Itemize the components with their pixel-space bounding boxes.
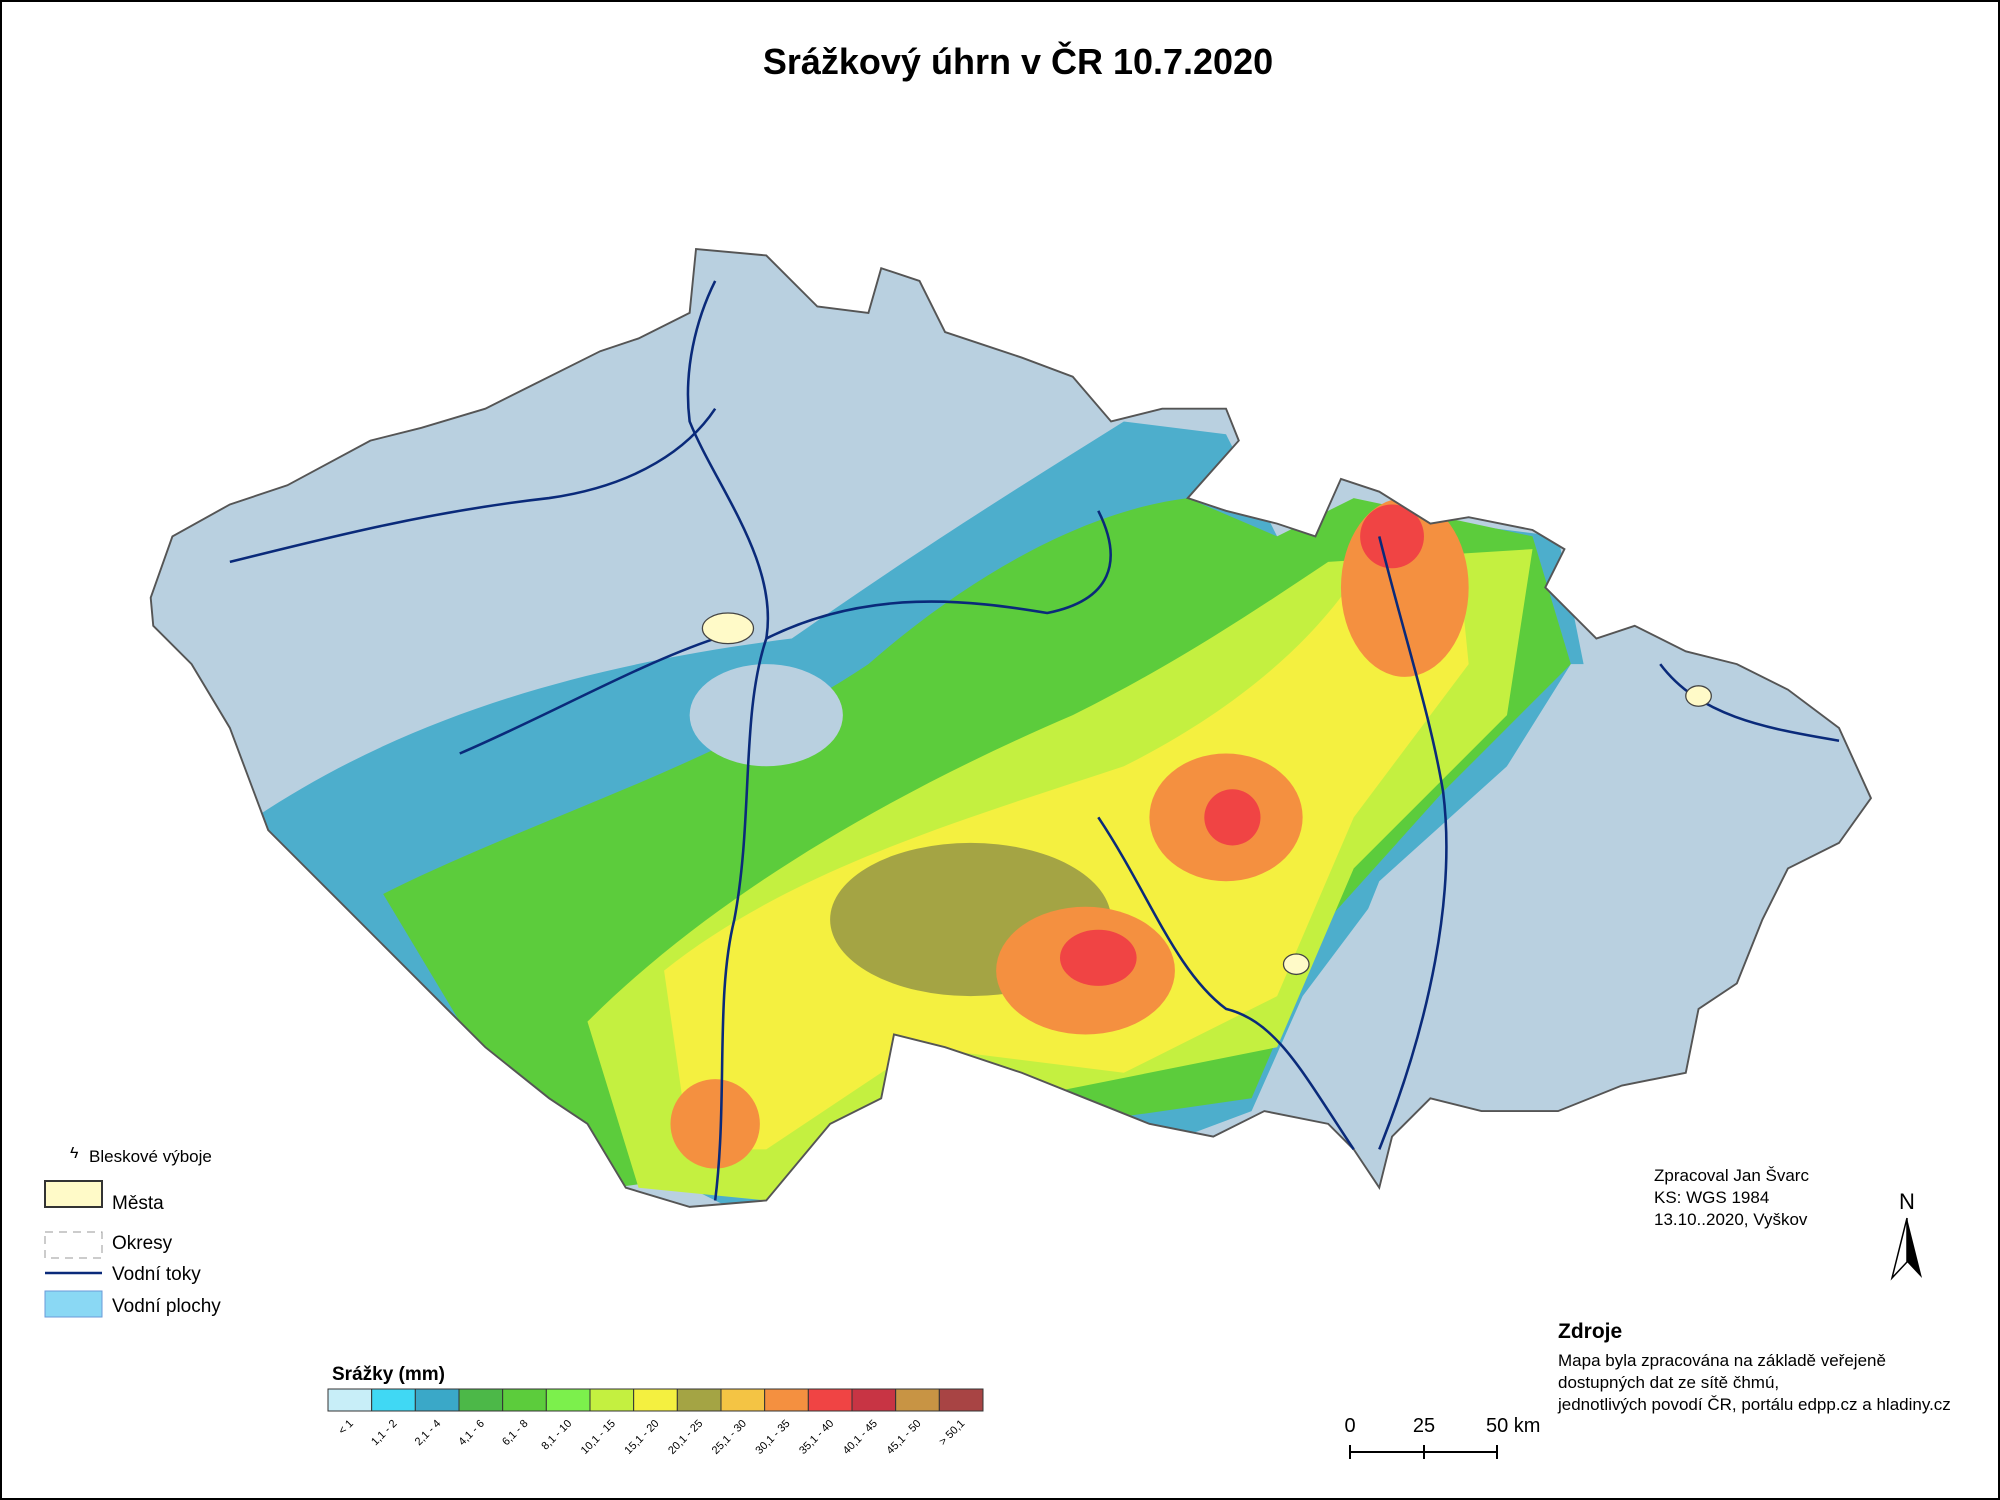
city-prague: [701, 612, 755, 645]
credit-line: 13.10..2020, Vyškov: [1654, 1210, 1808, 1229]
city-brno: [1282, 953, 1310, 976]
precip-swatch: [502, 1388, 547, 1412]
precip-swatch: [764, 1388, 809, 1412]
map-title: Srážkový úhrn v ČR 10.7.2020: [763, 40, 1273, 82]
precip-swatch: [895, 1388, 940, 1412]
rivers: [229, 280, 1840, 1201]
precip-swatch: [371, 1388, 416, 1412]
map-legend-label: Vodní toky: [112, 1264, 201, 1285]
map-legend-label: Města: [112, 1193, 164, 1214]
precip-swatch: [458, 1388, 504, 1412]
precip-swatch: [633, 1388, 678, 1412]
precip-swatch: [807, 1388, 853, 1412]
city-swatch: [44, 1180, 103, 1208]
sources-line: Mapa byla zpracována na základě veřejeně: [1558, 1351, 1886, 1370]
precip-swatch: [327, 1388, 373, 1412]
water-swatch: [44, 1290, 103, 1318]
scale-bar: [1349, 1445, 1498, 1459]
scale-label: 25: [1413, 1415, 1435, 1437]
map-legend-label: Okresy: [112, 1233, 173, 1254]
district-swatch: [44, 1231, 103, 1259]
scale-label: 0: [1344, 1415, 1355, 1437]
north-label: N: [1899, 1189, 1915, 1214]
lightning-icon: ϟ: [70, 1145, 79, 1162]
precip-swatch: [720, 1388, 766, 1412]
credit-line: Zpracoval Jan Švarc: [1654, 1166, 1809, 1185]
sources-title: Zdroje: [1558, 1320, 1622, 1343]
sources: Zdroje Mapa byla zpracována na základě ve…: [1557, 1320, 1951, 1414]
precip-swatch: [676, 1388, 722, 1412]
map-legend-label: Bleskové výboje: [89, 1147, 212, 1166]
country-border: [149, 247, 1873, 1208]
precip-legend-title: Srážky (mm): [332, 1364, 445, 1385]
map-legend-label: Vodní plochy: [112, 1296, 221, 1317]
precip-swatch: [589, 1388, 635, 1412]
scale-label: 50 km: [1486, 1415, 1540, 1437]
sources-line: jednotlivých povodí ČR, portálu edpp.cz …: [1557, 1395, 1951, 1414]
north-arrow-right: [1907, 1218, 1922, 1278]
sources-line: dostupných dat ze sítě čhmú,: [1558, 1373, 1779, 1392]
credits: Zpracoval Jan Švarc KS: WGS 1984 13.10..20…: [1654, 1166, 1809, 1229]
scale-labels: 0 25 50 km: [1344, 1415, 1540, 1437]
precip-swatch: [851, 1388, 897, 1412]
precip-swatch: [938, 1388, 984, 1412]
precip-swatch: [545, 1388, 591, 1412]
credit-line: KS: WGS 1984: [1654, 1188, 1769, 1207]
city-ostrava: [1685, 685, 1712, 707]
precip-swatch: [414, 1388, 460, 1412]
map-legend: Bleskové výboje Města Okresy Vodní toky Vodn…: [89, 1147, 221, 1317]
